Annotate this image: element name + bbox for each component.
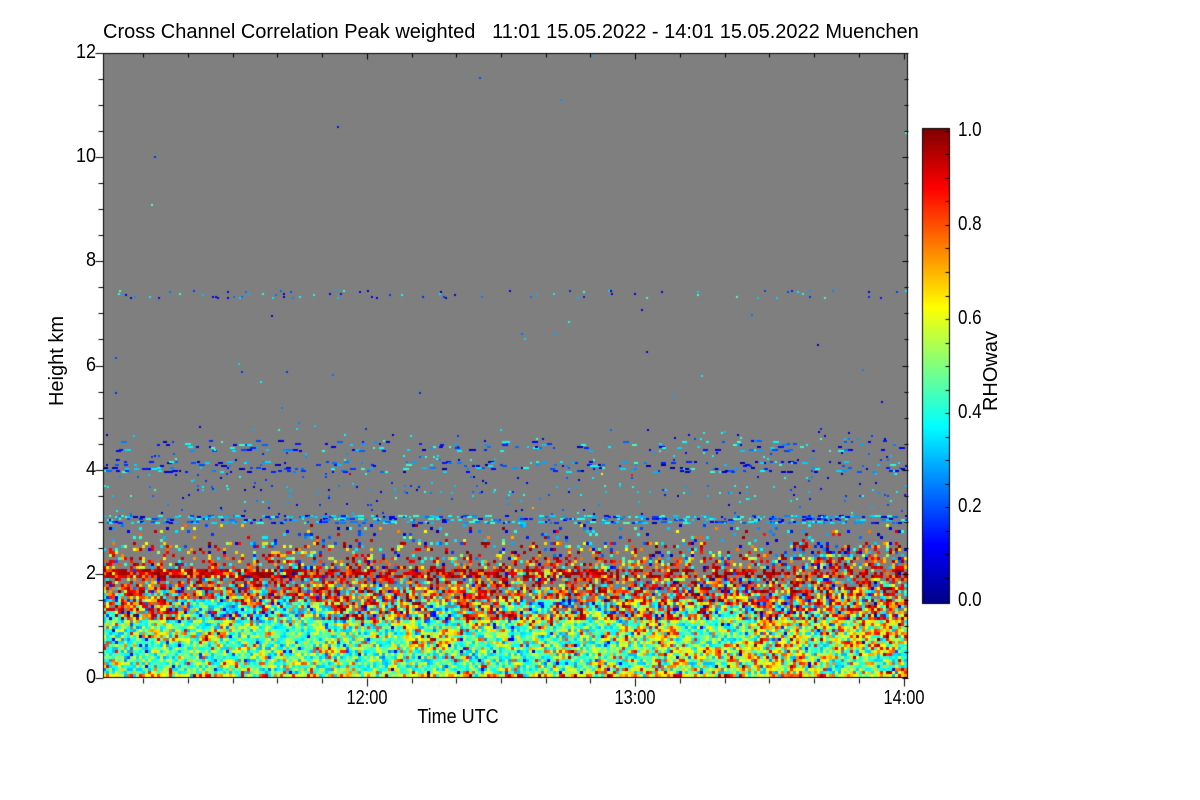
x-axis-label: Time UTC [417,706,499,728]
y-tick-label: 0 [85,666,96,688]
colorbar [922,128,950,604]
colorbar-label: RHOwav [980,330,1002,412]
chart-title: Cross Channel Correlation Peak weighted … [103,21,919,43]
y-tick-label: 8 [85,249,96,272]
x-tick-label: 13:00 [614,687,656,709]
colorbar-tick-label: 0.0 [958,589,982,611]
x-tick-label: 12:00 [346,687,388,709]
y-tick-label: 12 [75,41,96,63]
y-tick-label: 4 [85,457,96,480]
y-tick-label: 2 [85,561,96,584]
colorbar-tick-label: 0.2 [958,495,982,517]
colorbar-tick-label: 1.0 [958,119,982,141]
plot-area [103,53,908,678]
colorbar-tick-label: 0.4 [958,401,982,423]
x-tick-label: 14:00 [882,687,925,709]
y-tick-label: 10 [75,145,96,168]
colorbar-tick-label: 0.8 [958,213,982,235]
y-tick-label: 6 [85,353,96,376]
colorbar-tick-label: 0.6 [958,307,982,329]
